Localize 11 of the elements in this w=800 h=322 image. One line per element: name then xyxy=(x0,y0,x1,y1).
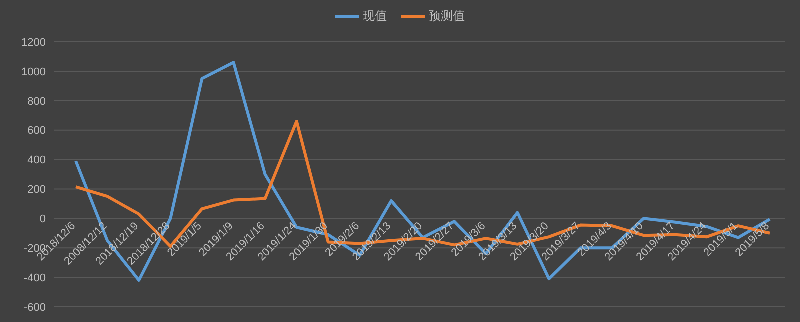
y-tick-label: 600 xyxy=(28,125,46,138)
y-tick-label: -600 xyxy=(24,302,46,314)
y-tick-label: 800 xyxy=(28,96,46,108)
y-tick-label: 1000 xyxy=(22,66,46,78)
legend-label: 预测值 xyxy=(429,8,465,25)
y-tick-label: 1200 xyxy=(22,36,46,49)
y-tick-label: 400 xyxy=(28,154,46,167)
legend-label: 现值 xyxy=(363,8,387,25)
y-tick-label: -400 xyxy=(24,272,46,284)
y-tick-label: 0 xyxy=(40,214,46,226)
y-tick-label: 200 xyxy=(28,184,46,196)
